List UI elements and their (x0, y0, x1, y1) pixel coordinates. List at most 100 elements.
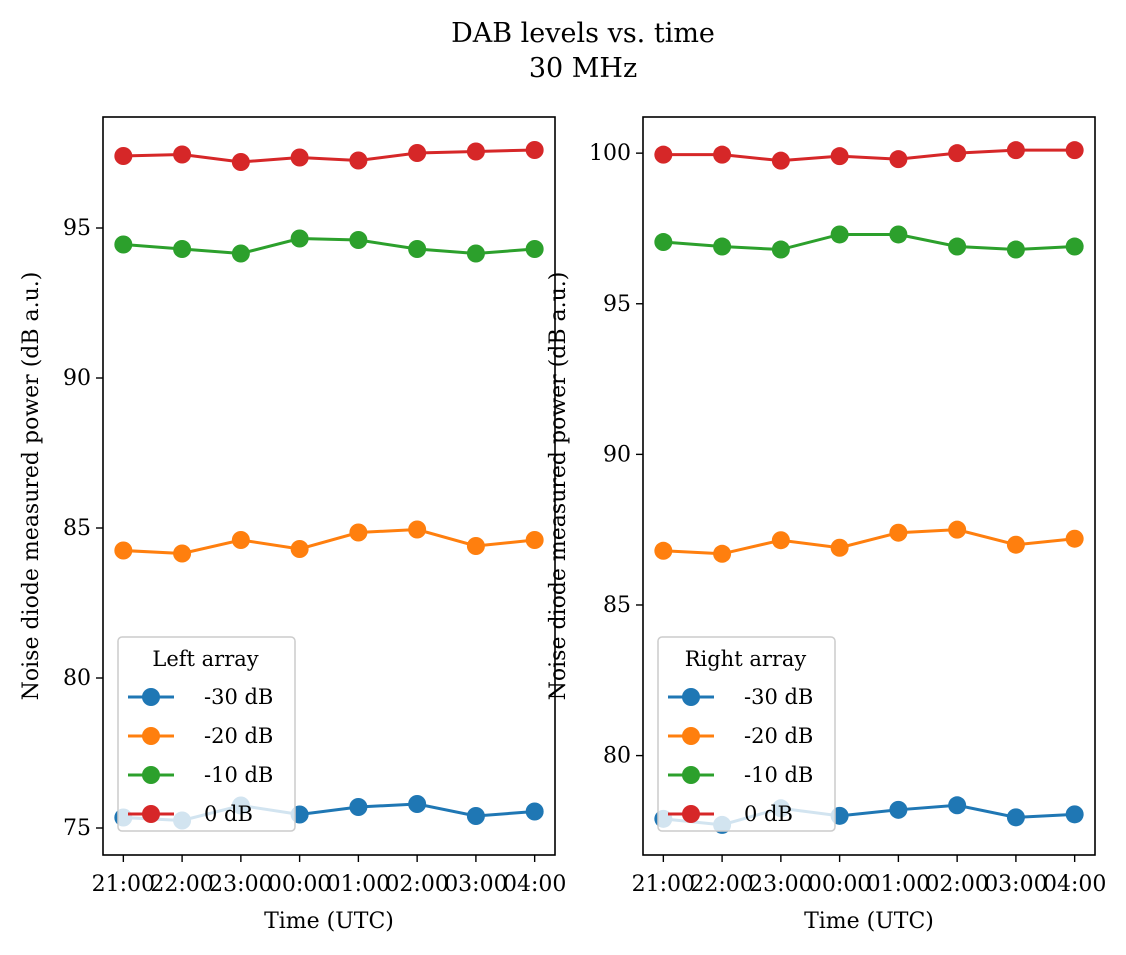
left-array-panel: 75 80 85 90 95 21:0022:0023:0000:0001:0002:00… (19, 116, 566, 934)
data-point (231, 531, 250, 549)
data-point (1006, 808, 1025, 827)
data-point (290, 229, 309, 248)
data-point (830, 538, 849, 557)
data-point (408, 795, 427, 813)
data-point (466, 142, 485, 161)
data-point (114, 235, 133, 254)
plot-frame (642, 116, 1096, 856)
legend-title: Right array (685, 647, 807, 671)
data-point (1065, 237, 1084, 256)
y-tick-label: 95 (603, 292, 631, 317)
series-line-neg20dB (663, 528, 1075, 556)
x-tick-label: 04:00 (1043, 872, 1106, 897)
data-point (948, 144, 967, 163)
series-line-neg10dB (123, 236, 535, 256)
data-point (525, 141, 544, 159)
legend-marker (682, 805, 700, 823)
legend-label: 0 dB (204, 802, 253, 826)
legend-label: 0 dB (744, 802, 793, 826)
data-point (830, 225, 849, 244)
legend-label: -10 dB (204, 763, 273, 787)
y-tick-label: 90 (603, 442, 631, 467)
data-point (173, 240, 192, 258)
x-tick-label: 00:00 (808, 872, 871, 897)
legend-marker (682, 727, 700, 745)
legend-marker (142, 805, 160, 823)
data-point (408, 144, 427, 162)
data-point (231, 153, 250, 171)
plot-frame (102, 116, 556, 856)
data-point (525, 531, 544, 549)
y-tick-label: 80 (63, 666, 91, 691)
data-point (1065, 529, 1084, 548)
series-line-0dB (123, 148, 535, 164)
data-point (349, 523, 368, 542)
legend-label: -20 dB (204, 724, 273, 748)
legend-marker (142, 727, 160, 745)
data-point (948, 237, 967, 256)
data-point (889, 150, 908, 169)
data-point (889, 800, 908, 819)
series-line-neg10dB (663, 232, 1075, 252)
x-tick-label: 00:00 (268, 872, 331, 897)
x-tick-label: 21:00 (92, 872, 155, 897)
data-point (525, 240, 544, 258)
figure-title-line2: 30 MHz (529, 53, 637, 84)
data-point (173, 145, 192, 164)
data-point (466, 807, 485, 825)
data-point (466, 244, 485, 263)
data-point (654, 233, 673, 252)
data-point (1006, 240, 1025, 259)
data-point (349, 231, 368, 249)
data-point (290, 540, 309, 558)
data-point (1065, 805, 1084, 824)
x-tick-label: 01:00 (327, 872, 390, 897)
legend-marker (682, 766, 700, 784)
x-axis-label: Time (UTC) (264, 909, 394, 934)
legend-label: -10 dB (744, 763, 813, 787)
right-array-panel: 80 85 90 95 100 21:0022:0023:0000:0001:0002:0… (546, 116, 1106, 934)
x-tick-label: 01:00 (867, 872, 930, 897)
data-point (889, 225, 908, 244)
data-point (173, 544, 192, 563)
data-point (771, 240, 790, 259)
legend-label: -20 dB (744, 724, 813, 748)
series-line-neg20dB (123, 527, 535, 556)
y-tick-label: 85 (603, 593, 631, 618)
data-point (713, 237, 732, 256)
data-point (408, 520, 427, 539)
y-tick-label: 90 (63, 366, 91, 391)
legend-label: -30 dB (744, 685, 813, 709)
figure-title-line1: DAB levels vs. time (451, 18, 715, 49)
data-point (1006, 535, 1025, 554)
data-point (349, 798, 368, 816)
series-line-0dB (663, 148, 1075, 163)
x-tick-label: 02:00 (385, 872, 448, 897)
data-point (654, 541, 673, 560)
y-tick-label: 95 (63, 216, 91, 241)
data-point (525, 802, 544, 821)
x-tick-label: 03:00 (444, 872, 507, 897)
data-point (830, 147, 849, 166)
legend-marker (682, 688, 700, 706)
data-point (466, 537, 485, 555)
data-point (231, 244, 250, 263)
data-point (114, 541, 133, 560)
y-tick-label: 80 (603, 744, 631, 769)
data-point (1006, 141, 1025, 160)
y-tick-label: 75 (63, 816, 91, 841)
data-point (713, 544, 732, 563)
data-point (349, 151, 368, 170)
y-tick-label: 85 (63, 516, 91, 541)
x-tick-label: 04:00 (503, 872, 566, 897)
data-point (948, 520, 967, 539)
legend-box (117, 636, 296, 832)
legend-label: -30 dB (204, 685, 273, 709)
x-tick-label: 02:00 (925, 872, 988, 897)
x-tick-label: 03:00 (984, 872, 1047, 897)
x-tick-label: 22:00 (150, 872, 213, 897)
x-axis-label: Time (UTC) (804, 909, 934, 934)
data-point (889, 523, 908, 542)
data-point (771, 151, 790, 170)
